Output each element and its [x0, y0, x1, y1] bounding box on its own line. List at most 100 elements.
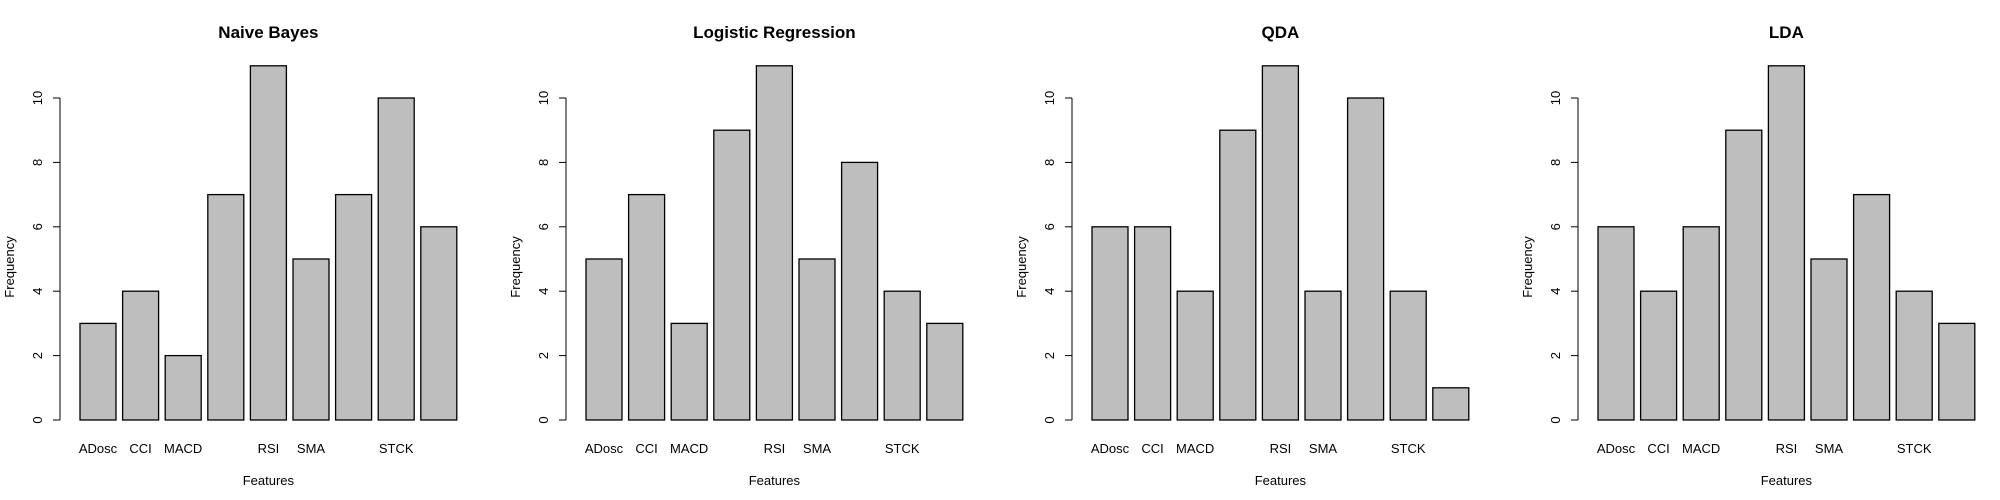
x-tick-label: MACD	[1176, 441, 1214, 456]
chart-panel: Naive Bayes 0 2 4 6 8 10 ADosc CCI MACD RSI SMA STCK…	[2, 23, 458, 488]
bar	[1597, 226, 1635, 421]
y-tick-label: 6	[536, 223, 551, 230]
y-tick-label: 8	[1042, 159, 1057, 166]
x-tick-label: RSI	[1270, 441, 1292, 456]
y-tick-label: 4	[1042, 288, 1057, 295]
bar	[1133, 226, 1172, 421]
bar	[1767, 65, 1806, 421]
bar	[292, 258, 330, 421]
x-tick-label: STCK	[1391, 441, 1426, 456]
chart-title: LDA	[1769, 23, 1804, 42]
x-tick-label: SMA	[297, 441, 326, 456]
y-tick-label: 2	[1548, 352, 1563, 359]
x-tick-label: STCK	[379, 441, 414, 456]
x-tick-label: STCK	[1897, 441, 1932, 456]
y-axis-label: Frequency	[1520, 236, 1535, 298]
bar	[1639, 290, 1678, 421]
bar	[1810, 258, 1848, 421]
x-tick-label: RSI	[258, 441, 280, 456]
y-tick-label: 10	[1042, 91, 1057, 105]
y-tick-label: 8	[536, 159, 551, 166]
x-tick-label: CCI	[129, 441, 151, 456]
chart-title: Naive Bayes	[218, 23, 318, 42]
bar	[755, 65, 794, 421]
bar	[1219, 129, 1257, 421]
bar	[1346, 97, 1385, 421]
bar	[1304, 290, 1342, 421]
bar	[585, 258, 623, 421]
y-tick-label: 0	[1548, 416, 1563, 423]
chart-title: Logistic Regression	[693, 23, 855, 42]
y-tick-label: 6	[1548, 223, 1563, 230]
chart-title: QDA	[1262, 23, 1300, 42]
bar	[713, 129, 751, 421]
x-tick-label: ADosc	[585, 441, 624, 456]
bar	[1895, 290, 1933, 421]
x-tick-label: MACD	[670, 441, 708, 456]
y-tick-label: 8	[30, 159, 45, 166]
bar	[207, 193, 245, 421]
bar	[1176, 290, 1214, 421]
bar	[79, 322, 117, 421]
chart-panel: LDA 0 2 4 6 8 10 ADosc CCI MACD RSI SMA STCK Features…	[1520, 23, 1976, 488]
bar	[164, 354, 202, 421]
y-tick-label: 0	[30, 416, 45, 423]
bar	[377, 97, 415, 421]
y-tick-label: 6	[30, 223, 45, 230]
y-tick-label: 8	[1548, 159, 1563, 166]
x-tick-label: SMA	[1309, 441, 1338, 456]
y-tick-label: 2	[536, 352, 551, 359]
x-tick-label: MACD	[1682, 441, 1720, 456]
x-tick-label: SMA	[1815, 441, 1844, 456]
bar	[1682, 226, 1720, 421]
x-tick-label: RSI	[764, 441, 786, 456]
chart-panel: QDA 0 2 4 6 8 10 ADosc CCI MACD RSI SMA STCK Features…	[1014, 23, 1470, 488]
y-axis-label: Frequency	[2, 236, 17, 298]
y-tick-label: 2	[30, 352, 45, 359]
chart-panel: Logistic Regression 0 2 4 6 8 10 ADosc CCI MACD RS…	[508, 23, 964, 488]
bar	[1389, 290, 1427, 421]
x-axis-label: Features	[243, 473, 295, 488]
bar	[840, 161, 879, 421]
y-tick-label: 10	[536, 91, 551, 105]
y-tick-label: 0	[536, 416, 551, 423]
bar	[1432, 387, 1470, 421]
bar	[798, 258, 836, 421]
bar	[334, 193, 373, 421]
bar	[1938, 322, 1976, 421]
y-tick-label: 0	[1042, 416, 1057, 423]
x-tick-label: CCI	[635, 441, 657, 456]
bar	[249, 65, 288, 421]
x-tick-label: STCK	[885, 441, 920, 456]
bar	[1852, 193, 1891, 421]
x-tick-label: RSI	[1776, 441, 1798, 456]
y-tick-label: 10	[30, 91, 45, 105]
y-tick-label: 2	[1042, 352, 1057, 359]
x-tick-label: ADosc	[1091, 441, 1130, 456]
y-tick-label: 6	[1042, 223, 1057, 230]
y-tick-label: 4	[30, 288, 45, 295]
y-tick-label: 4	[536, 288, 551, 295]
y-tick-label: 10	[1548, 91, 1563, 105]
bar	[883, 290, 921, 421]
bar	[1261, 65, 1300, 421]
y-axis-label: Frequency	[1014, 236, 1029, 298]
bar	[627, 193, 666, 421]
x-tick-label: MACD	[164, 441, 202, 456]
bar	[121, 290, 160, 421]
x-tick-label: CCI	[1141, 441, 1163, 456]
y-axis-label: Frequency	[508, 236, 523, 298]
x-tick-label: ADosc	[79, 441, 118, 456]
x-axis-label: Features	[1761, 473, 1813, 488]
bar	[1725, 129, 1763, 421]
x-tick-label: SMA	[803, 441, 832, 456]
x-axis-label: Features	[1255, 473, 1307, 488]
bar	[670, 322, 708, 421]
bar	[926, 322, 964, 421]
bar	[420, 226, 458, 421]
bar	[1091, 226, 1129, 421]
x-tick-label: ADosc	[1597, 441, 1636, 456]
x-axis-label: Features	[749, 473, 801, 488]
x-tick-label: CCI	[1647, 441, 1669, 456]
